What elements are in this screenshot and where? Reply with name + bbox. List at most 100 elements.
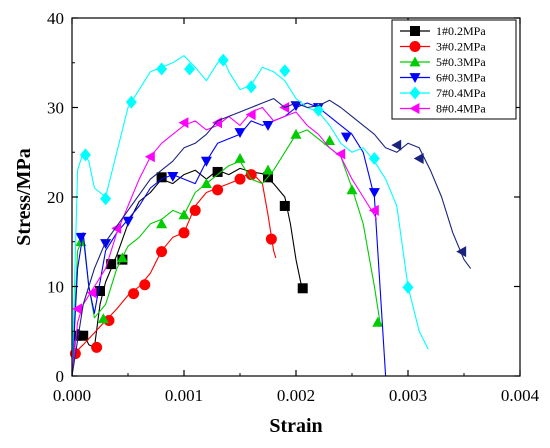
legend-entry: 8#0.4MPa: [400, 102, 486, 116]
data-point: [324, 135, 336, 146]
legend-label: 7#0.4MPa: [436, 86, 486, 100]
data-point: [234, 153, 246, 163]
data-point: [75, 232, 87, 243]
x-tick-label: 0.003: [389, 386, 427, 405]
data-point: [368, 204, 379, 216]
data-point: [335, 148, 346, 160]
data-point: [184, 62, 196, 76]
data-point: [245, 169, 257, 181]
x-tick-label: 0.000: [53, 386, 91, 405]
data-point: [262, 164, 274, 175]
data-point: [103, 315, 115, 327]
data-point: [265, 233, 277, 245]
data-point: [290, 128, 302, 139]
data-point: [156, 218, 168, 229]
legend-label: 1#0.2MPa: [436, 24, 486, 38]
legend-entry: 3#0.2MPa: [400, 40, 486, 54]
data-point: [212, 166, 223, 177]
legend-label: 6#0.3MPa: [436, 71, 486, 85]
x-tick-label: 0.004: [501, 386, 540, 405]
y-tick-label: 40: [47, 9, 64, 28]
data-point: [122, 216, 134, 227]
y-tick-label: 0: [56, 367, 65, 386]
legend-entry: 6#0.3MPa: [400, 71, 486, 85]
y-tick-label: 20: [47, 188, 64, 207]
legend-label: 8#0.4MPa: [436, 102, 486, 116]
x-tick-label: 0.001: [165, 386, 203, 405]
data-point: [413, 153, 424, 165]
legend-marker: [409, 103, 420, 114]
y-tick-label: 10: [47, 278, 64, 297]
data-point: [245, 109, 256, 121]
data-point: [178, 117, 189, 129]
data-point: [111, 222, 122, 234]
data-point: [234, 173, 246, 185]
data-point: [245, 80, 257, 94]
data-point: [156, 62, 168, 76]
series-line: [71, 129, 381, 377]
data-point: [100, 239, 112, 250]
data-point: [340, 132, 352, 143]
data-point: [106, 259, 117, 270]
series-5: [71, 53, 429, 377]
data-point: [91, 341, 103, 353]
y-tick-label: 30: [47, 99, 64, 118]
data-point: [167, 172, 179, 182]
data-point: [86, 287, 97, 299]
legend-marker: [409, 56, 421, 67]
series-line: [71, 55, 429, 377]
data-point: [217, 53, 229, 67]
data-point: [139, 279, 151, 291]
data-point: [279, 64, 291, 78]
x-axis-title: Strain: [269, 415, 322, 437]
series-3: [71, 128, 384, 377]
legend-box: [391, 19, 517, 120]
data-point: [234, 128, 246, 139]
legend-entry: 1#0.2MPa: [400, 24, 486, 38]
data-point: [189, 204, 201, 216]
legend-entry: 7#0.4MPa: [400, 86, 486, 100]
data-point: [372, 316, 384, 327]
data-point: [391, 139, 402, 151]
series-line: [71, 98, 472, 377]
data-point: [125, 95, 137, 109]
legend-marker: [409, 86, 421, 100]
axis-ticks: 0.000 0.001 0.002 0.003 0.004 0 10 20 30 40: [47, 9, 540, 405]
series-2: [69, 169, 277, 377]
data-point: [200, 156, 212, 167]
data-point: [178, 227, 190, 239]
data-point: [212, 184, 224, 196]
data-point: [262, 121, 274, 131]
data-point: [97, 313, 109, 324]
legend-label: 5#0.3MPa: [436, 55, 486, 69]
data-point: [78, 330, 89, 341]
data-point: [116, 252, 128, 263]
data-point: [79, 148, 91, 162]
data-point: [72, 303, 82, 315]
data-point: [312, 103, 324, 117]
series-7: [71, 98, 472, 377]
data-point: [156, 172, 167, 183]
data-point: [178, 209, 190, 220]
y-axis-title: Stress/MPa: [13, 148, 35, 245]
data-point: [144, 151, 155, 163]
legend-label: 3#0.2MPa: [436, 40, 486, 54]
data-point: [100, 192, 112, 206]
data-point: [456, 246, 467, 258]
data-point: [279, 200, 290, 211]
series-line: [71, 102, 387, 377]
legend-entry: 5#0.3MPa: [400, 55, 486, 69]
data-point: [128, 288, 140, 300]
data-point: [402, 280, 414, 294]
data-point: [95, 285, 105, 296]
data-point: [368, 152, 380, 166]
legend-marker: [409, 41, 421, 52]
series-6: [71, 102, 379, 377]
legend-marker: [410, 26, 420, 36]
plot-series: [69, 53, 472, 377]
legend-marker: [409, 73, 421, 83]
x-tick-label: 0.002: [277, 386, 315, 405]
data-point: [368, 188, 380, 199]
data-point: [297, 283, 308, 294]
